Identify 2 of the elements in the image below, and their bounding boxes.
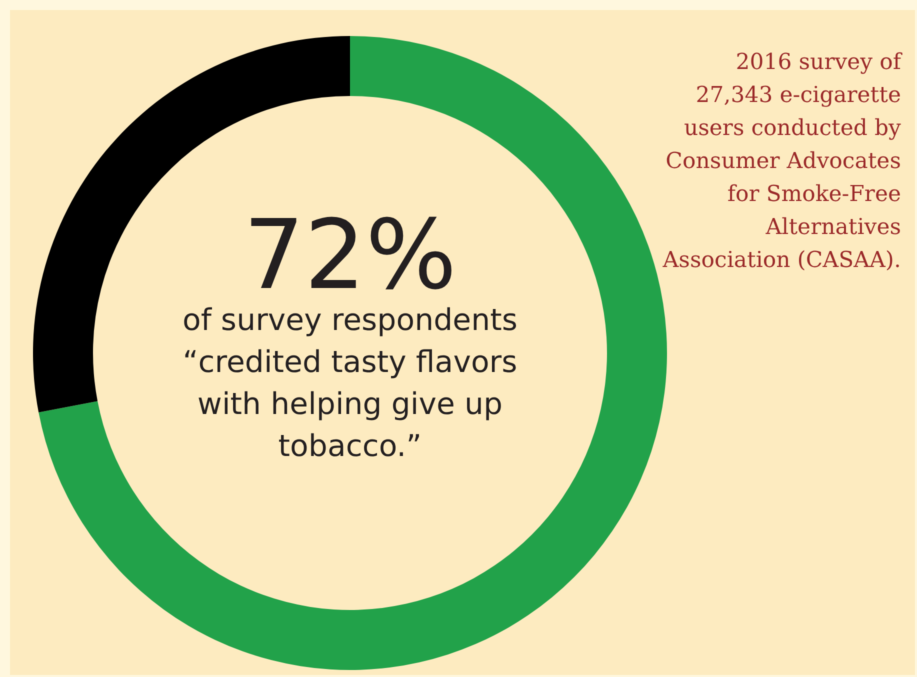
text: of survey respondents “credited tasty flavors with helping give up tobacco.” <box>181 302 518 466</box>
text: 2016 survey of 27,343 e-cigarette users conducted by Consumer Advocates for Smoke-Free Alternatives Association (CASAA). <box>662 49 901 275</box>
